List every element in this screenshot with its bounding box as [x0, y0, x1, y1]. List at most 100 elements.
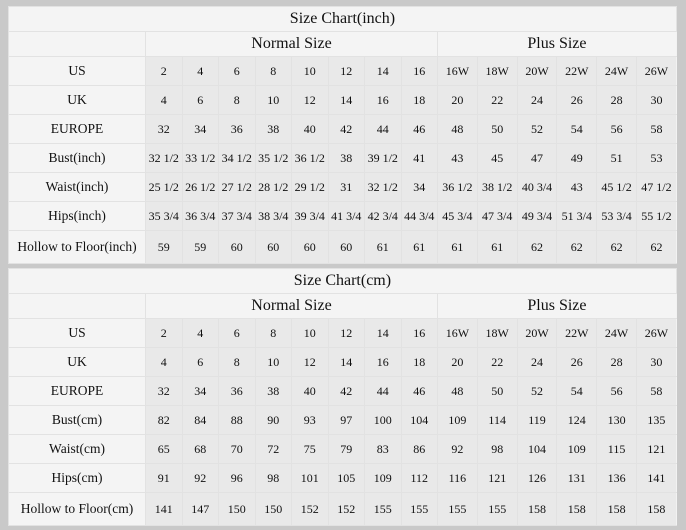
table-cell: 35 3/4 [145, 201, 183, 231]
table-cell: 38 [327, 143, 365, 173]
table-cell: 49 3/4 [516, 201, 558, 231]
table-cell: 42 [327, 114, 365, 144]
row-label: Hollow to Floor(cm) [8, 492, 146, 526]
table-cell: 56 [596, 376, 637, 406]
table-cell: 75 [291, 434, 329, 464]
table-cell: 105 [327, 463, 365, 493]
table-cell: 14 [327, 85, 365, 115]
row-label: UK [8, 85, 146, 115]
table-row: Bust(cm) 82 84 88 90 93 97 100 104 109 114 119 124 13… [8, 405, 677, 435]
table-cell: 35 1/2 [254, 143, 292, 173]
table-cell: 109 [437, 405, 478, 435]
table-cell: 158 [596, 492, 637, 526]
table-cell: 31 [327, 172, 365, 202]
table-cell: 91 [145, 463, 183, 493]
table-cell: 38 1/2 [476, 172, 518, 202]
table-cell: 55 1/2 [635, 201, 677, 231]
table-cell: 37 3/4 [218, 201, 256, 231]
table-cell: 83 [364, 434, 402, 464]
chart-title: Size Chart(cm) [8, 268, 677, 294]
table-cell: 34 [181, 114, 219, 144]
table-cell: 10 [254, 85, 292, 115]
table-cell: 14 [327, 347, 365, 377]
table-cell: 36 [218, 376, 256, 406]
table-cell: 16 [364, 347, 402, 377]
table-row: Hollow to Floor(cm) 141 147 150 150 152 152 155… [8, 492, 677, 526]
table-cell: 28 [596, 85, 637, 115]
table-cell: 52 [516, 376, 558, 406]
table-cell: 152 [291, 492, 329, 526]
size-chart-inch-table: Size Chart(inch) Normal Size Plus Size US 2 4… [8, 6, 677, 264]
table-cell: 18 [400, 347, 438, 377]
row-label: Waist(inch) [8, 172, 146, 202]
table-cell: 90 [254, 405, 292, 435]
table-cell: 10 [291, 56, 329, 86]
table-cell: 158 [556, 492, 598, 526]
table-cell: 70 [218, 434, 256, 464]
table-cell: 50 [476, 114, 518, 144]
size-chart-inch-block: Size Chart(inch) Normal Size Plus Size US 2 4… [8, 6, 677, 264]
row-label: Hollow to Floor(inch) [8, 230, 146, 264]
table-cell: 20 [437, 347, 478, 377]
table-cell: 43 [437, 143, 478, 173]
table-row: UK 4 6 8 10 12 14 16 18 20 22 24 26 28 30 [8, 347, 677, 377]
table-cell: 32 [145, 114, 183, 144]
table-cell: 79 [327, 434, 365, 464]
table-cell: 49 [556, 143, 598, 173]
table-cell: 10 [254, 347, 292, 377]
table-cell: 24 [516, 85, 558, 115]
table-cell: 12 [327, 318, 365, 348]
table-cell: 8 [218, 85, 256, 115]
table-cell: 30 [635, 347, 677, 377]
table-cell: 36 1/2 [291, 143, 329, 173]
table-cell: 42 3/4 [364, 201, 402, 231]
size-chart-cm-block: Size Chart(cm) Normal Size Plus Size US 2 4 6 8… [8, 268, 677, 526]
table-cell: 44 3/4 [400, 201, 438, 231]
table-cell: 26 [556, 85, 598, 115]
group-corner-cell [8, 293, 146, 319]
table-cell: 33 1/2 [181, 143, 219, 173]
table-row: UK 4 6 8 10 12 14 16 18 20 22 24 26 28 30 [8, 85, 677, 115]
table-cell: 96 [218, 463, 256, 493]
table-cell: 38 3/4 [254, 201, 292, 231]
table-cell: 20 [437, 85, 478, 115]
table-cell: 115 [596, 434, 637, 464]
table-cell: 26 [556, 347, 598, 377]
table-cell: 12 [327, 56, 365, 86]
table-cell: 22 [476, 85, 518, 115]
table-cell: 40 [291, 114, 329, 144]
table-cell: 155 [437, 492, 478, 526]
table-cell: 34 1/2 [218, 143, 256, 173]
table-cell: 26 1/2 [181, 172, 219, 202]
table-cell: 44 [364, 114, 402, 144]
table-cell: 72 [254, 434, 292, 464]
group-corner-cell [8, 31, 146, 57]
table-cell: 4 [145, 85, 183, 115]
table-cell: 150 [218, 492, 256, 526]
row-label: EUROPE [8, 376, 146, 406]
table-cell: 4 [145, 347, 183, 377]
table-cell: 8 [218, 347, 256, 377]
table-cell: 45 1/2 [596, 172, 637, 202]
table-cell: 112 [400, 463, 438, 493]
table-cell: 88 [218, 405, 256, 435]
table-cell: 20W [516, 56, 558, 86]
table-cell: 65 [145, 434, 183, 464]
title-row: Size Chart(inch) [8, 6, 677, 32]
table-cell: 42 [327, 376, 365, 406]
table-row: US 2 4 6 8 10 12 14 16 16W 18W 20W 22W 24W 26W [8, 56, 677, 86]
table-cell: 92 [181, 463, 219, 493]
table-cell: 18 [400, 85, 438, 115]
table-cell: 25 1/2 [145, 172, 183, 202]
table-cell: 150 [254, 492, 292, 526]
table-row: Waist(cm) 65 68 70 72 75 79 83 86 92 98 104 109 115 12… [8, 434, 677, 464]
table-cell: 84 [181, 405, 219, 435]
row-label: Bust(inch) [8, 143, 146, 173]
table-cell: 136 [596, 463, 637, 493]
table-cell: 32 1/2 [145, 143, 183, 173]
table-cell: 130 [596, 405, 637, 435]
table-cell: 32 1/2 [364, 172, 402, 202]
table-cell: 2 [145, 56, 183, 86]
table-cell: 36 1/2 [437, 172, 478, 202]
table-cell: 41 3/4 [327, 201, 365, 231]
